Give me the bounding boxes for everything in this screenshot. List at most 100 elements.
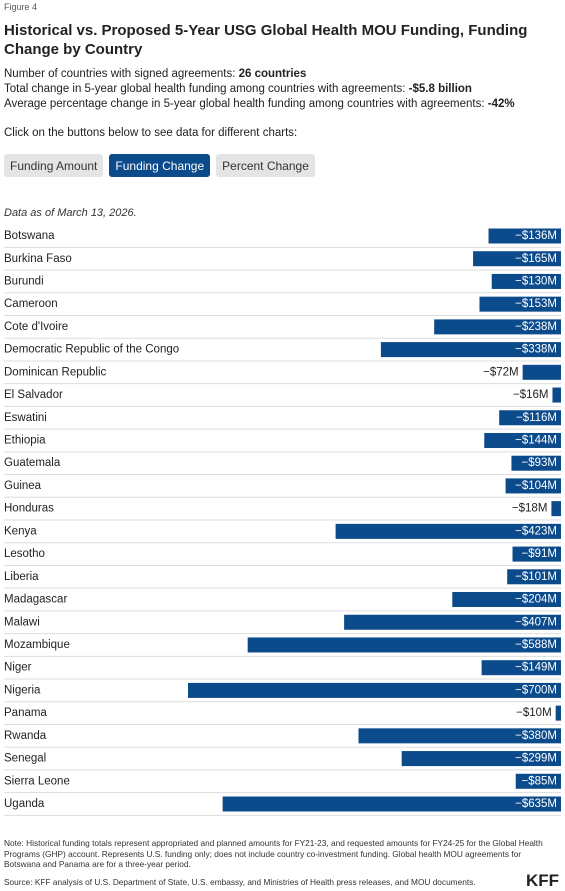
value-label: −$10M xyxy=(516,707,551,719)
bar xyxy=(507,569,561,585)
bar xyxy=(522,364,561,380)
category-label: Guinea xyxy=(4,480,42,492)
bar xyxy=(344,614,561,630)
summary-label: Total change in 5-year global health fun… xyxy=(4,83,409,95)
bar xyxy=(401,751,561,767)
value-label: −$588M xyxy=(515,639,557,651)
category-label: Eswatini xyxy=(4,412,47,424)
category-label: Nigeria xyxy=(4,684,41,696)
chart-button[interactable]: Funding Change xyxy=(109,154,211,177)
value-label: −$144M xyxy=(515,435,557,447)
bar xyxy=(479,296,561,312)
summary-line: Average percentage change in 5-year glob… xyxy=(4,97,515,112)
note: Note: Historical funding totals represen… xyxy=(4,838,543,869)
value-label: −$85M xyxy=(522,775,557,787)
category-label: Uganda xyxy=(4,798,45,810)
value-label: −$407M xyxy=(515,616,557,628)
category-label: Lesotho xyxy=(4,548,45,560)
figure-label: Figure 4 xyxy=(4,2,38,12)
summary-value: 26 countries xyxy=(238,68,307,80)
value-label: −$700M xyxy=(515,684,557,696)
bar xyxy=(222,796,561,812)
value-label: −$338M xyxy=(515,344,557,356)
category-label: Dominican Republic xyxy=(4,366,107,378)
category-label: Mozambique xyxy=(4,639,70,651)
button-group: Funding Amount Funding Change Percent Chan… xyxy=(4,154,315,177)
category-label: Malawi xyxy=(4,616,40,628)
bar xyxy=(481,660,561,676)
bar xyxy=(434,319,561,335)
bar xyxy=(358,728,561,744)
value-label: −$101M xyxy=(515,571,557,583)
category-label: Cote d'Ivoire xyxy=(4,321,68,333)
value-label: −$130M xyxy=(515,275,557,287)
category-label: Burkina Faso xyxy=(4,253,72,265)
bar xyxy=(552,387,561,403)
bar xyxy=(488,228,561,244)
value-label: −$93M xyxy=(522,457,557,469)
category-label: Botswana xyxy=(4,230,55,242)
value-label: −$149M xyxy=(515,662,557,674)
instruction: Click on the buttons below to see data f… xyxy=(4,127,298,139)
bar xyxy=(505,478,561,494)
value-label: −$153M xyxy=(515,298,557,310)
summary-line: Number of countries with signed agreemen… xyxy=(4,67,515,82)
summary: Number of countries with signed agreemen… xyxy=(4,67,515,112)
bar xyxy=(555,705,561,721)
bar xyxy=(247,637,561,653)
category-label: Guatemala xyxy=(4,457,61,469)
value-label: −$104M xyxy=(515,480,557,492)
category-label: Rwanda xyxy=(4,730,47,742)
category-label: Burundi xyxy=(4,275,44,287)
category-label: Cameroon xyxy=(4,298,58,310)
value-label: −$91M xyxy=(522,548,557,560)
bar xyxy=(515,773,561,789)
category-label: Niger xyxy=(4,662,32,674)
category-label: Panama xyxy=(4,707,47,719)
bar xyxy=(551,501,561,517)
chart-title: Historical vs. Proposed 5-Year USG Globa… xyxy=(4,22,528,58)
source: Source: KFF analysis of U.S. Department … xyxy=(4,877,476,887)
summary-line: Total change in 5-year global health fun… xyxy=(4,82,515,97)
value-label: −$16M xyxy=(513,389,548,401)
value-label: −$72M xyxy=(483,366,518,378)
bar xyxy=(499,410,561,426)
value-label: −$116M xyxy=(516,412,557,424)
bar xyxy=(335,523,561,539)
summary-label: Number of countries with signed agreemen… xyxy=(4,68,239,80)
category-label: Kenya xyxy=(4,525,37,537)
summary-value: -42% xyxy=(487,98,515,110)
bar xyxy=(491,273,561,289)
value-label: −$635M xyxy=(515,798,557,810)
value-label: −$380M xyxy=(515,730,557,742)
bar xyxy=(188,682,561,698)
bar xyxy=(473,251,561,267)
bar xyxy=(484,432,561,448)
category-label: Sierra Leone xyxy=(4,775,70,787)
summary-value: -$5.8 billion xyxy=(408,83,472,95)
category-label: Ethiopia xyxy=(4,435,46,447)
value-label: −$238M xyxy=(515,321,557,333)
category-label: Senegal xyxy=(4,753,46,765)
data-note: Data as of March 13, 2026. xyxy=(4,207,137,219)
value-label: −$299M xyxy=(515,753,557,765)
category-label: Liberia xyxy=(4,571,39,583)
chart: Botswana −$136M Burkina Faso −$165M Burundi −… xyxy=(4,228,561,816)
category-label: Madagascar xyxy=(4,594,67,606)
bar xyxy=(512,546,561,562)
category-label: El Salvador xyxy=(4,389,63,401)
logo: KFF xyxy=(525,871,559,890)
value-label: −$18M xyxy=(512,503,547,515)
bar xyxy=(452,592,561,608)
value-label: −$204M xyxy=(515,594,557,606)
summary-label: Average percentage change in 5-year glob… xyxy=(4,98,488,110)
bar xyxy=(380,342,561,358)
bar xyxy=(511,455,561,471)
category-label: Democratic Republic of the Congo xyxy=(4,344,179,356)
category-label: Honduras xyxy=(4,503,54,515)
chart-button[interactable]: Funding Amount xyxy=(4,154,104,177)
value-label: −$423M xyxy=(515,525,557,537)
value-label: −$136M xyxy=(515,230,557,242)
chart-button[interactable]: Percent Change xyxy=(216,154,315,177)
